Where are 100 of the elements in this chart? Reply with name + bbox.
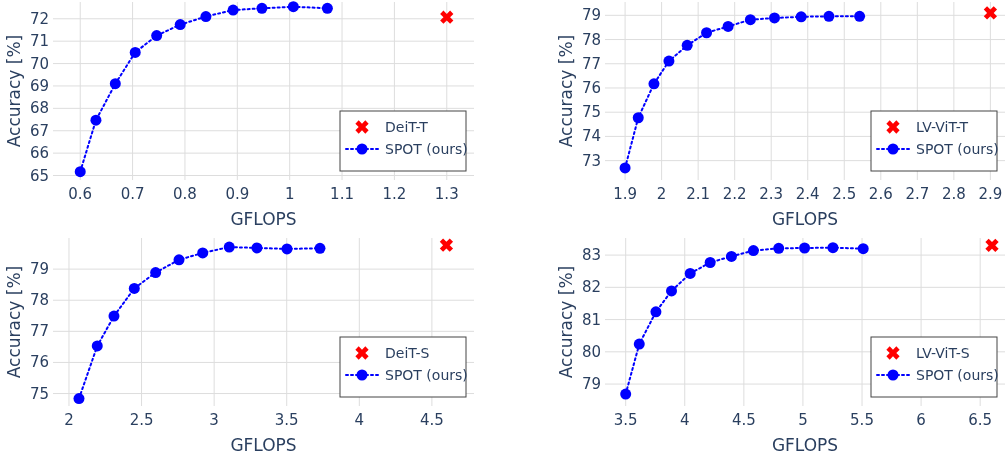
point [73, 393, 85, 405]
point [439, 238, 454, 252]
point [197, 247, 209, 259]
point [227, 4, 239, 16]
x-axis-title: GFLOPS [771, 435, 839, 455]
x-tick-label: 4 [679, 411, 690, 429]
point [287, 1, 299, 13]
legend-label: LV-ViT-T [916, 119, 969, 135]
legend-label: DeiT-T [385, 119, 429, 135]
point [174, 19, 186, 31]
point [648, 78, 660, 90]
point [701, 27, 713, 39]
x-tick-label: 2.5 [129, 411, 154, 429]
y-tick-label: 82 [581, 278, 601, 297]
y-tick-label: 78 [29, 291, 49, 310]
y-tick-label: 65 [29, 166, 49, 185]
point [200, 11, 212, 23]
y-tick-label: 83 [581, 246, 601, 265]
x-tick-label: 2.1 [686, 185, 711, 203]
y-tick-label: 73 [581, 151, 601, 170]
x-tick-label: 0.9 [225, 185, 250, 203]
point [129, 46, 141, 58]
x-tick-label: 1.9 [613, 185, 638, 203]
y-tick-label: 75 [581, 103, 601, 122]
y-axis-title: Accuracy [%] [556, 265, 576, 379]
point [854, 10, 866, 22]
x-tick-label: 2.7 [905, 185, 930, 203]
point [823, 10, 835, 22]
point [620, 388, 632, 400]
point [150, 267, 162, 279]
point [619, 162, 631, 174]
y-tick-label: 75 [29, 384, 49, 403]
x-tick-label: 5.5 [850, 411, 874, 429]
x-tick-label: 2.3 [759, 185, 784, 203]
y-tick-label: 78 [581, 30, 601, 49]
point [684, 267, 696, 279]
legend-label: SPOT (ours) [916, 367, 999, 383]
point [769, 12, 780, 24]
legend-label: SPOT (ours) [385, 141, 468, 157]
x-tick-label: 0.6 [68, 185, 93, 203]
y-tick-label: 71 [29, 32, 49, 51]
point [440, 10, 454, 24]
x-tick-label: 2 [64, 411, 74, 429]
point [256, 2, 268, 14]
x-tick-label: 2.4 [795, 185, 820, 203]
y-tick-label: 69 [29, 76, 49, 95]
point [321, 2, 333, 14]
y-tick-label: 79 [581, 375, 601, 394]
point [281, 243, 293, 255]
legend-label: SPOT (ours) [916, 141, 999, 157]
y-tick-label: 77 [29, 322, 49, 341]
y-tick-label: 80 [581, 342, 601, 361]
y-tick-label: 76 [581, 78, 601, 97]
x-axis-title: GFLOPS [230, 209, 297, 229]
x-tick-label: 1.3 [434, 185, 459, 203]
y-tick-label: 79 [581, 6, 601, 25]
y-axis-title: Accuracy [%] [556, 34, 576, 148]
point [722, 20, 734, 32]
x-tick-label: 6.5 [968, 411, 993, 429]
y-tick-label: 76 [29, 353, 49, 372]
y-tick-label: 70 [29, 54, 49, 73]
point [223, 241, 235, 253]
legend-label: DeiT-S [385, 345, 430, 361]
point [173, 254, 185, 266]
point [985, 238, 999, 253]
y-axis-title: Accuracy [%] [4, 34, 24, 148]
y-tick-label: 66 [29, 144, 49, 163]
point [109, 78, 121, 90]
x-tick-label: 4.5 [731, 411, 756, 429]
point [633, 338, 645, 350]
x-tick-label: 4.5 [419, 411, 444, 429]
point [91, 340, 103, 352]
point [799, 242, 811, 254]
x-axis-title: GFLOPS [230, 435, 297, 455]
point [704, 257, 716, 268]
point [744, 14, 756, 26]
x-tick-label: 3.5 [274, 411, 299, 429]
x-tick-label: 0.8 [173, 185, 197, 203]
point [725, 250, 737, 262]
point [108, 310, 120, 322]
x-tick-label: 1 [284, 185, 295, 203]
y-tick-label: 81 [581, 310, 601, 329]
x-tick-label: 4 [354, 411, 365, 429]
y-tick-label: 77 [581, 54, 601, 73]
y-tick-label: 72 [29, 9, 49, 28]
y-tick-label: 67 [29, 121, 49, 140]
x-tick-label: 3.5 [613, 411, 638, 429]
point [681, 39, 693, 51]
x-tick-label: 2 [656, 185, 667, 203]
x-tick-label: 5 [798, 411, 808, 429]
point [650, 306, 662, 318]
point [314, 242, 326, 254]
point [663, 55, 675, 67]
x-tick-label: 2.8 [941, 185, 966, 203]
point [151, 30, 163, 42]
x-tick-label: 1.2 [382, 185, 407, 203]
y-tick-label: 79 [29, 260, 49, 279]
x-axis-title: GFLOPS [771, 209, 839, 229]
point [827, 242, 839, 254]
legend-label: LV-ViT-S [916, 345, 970, 361]
